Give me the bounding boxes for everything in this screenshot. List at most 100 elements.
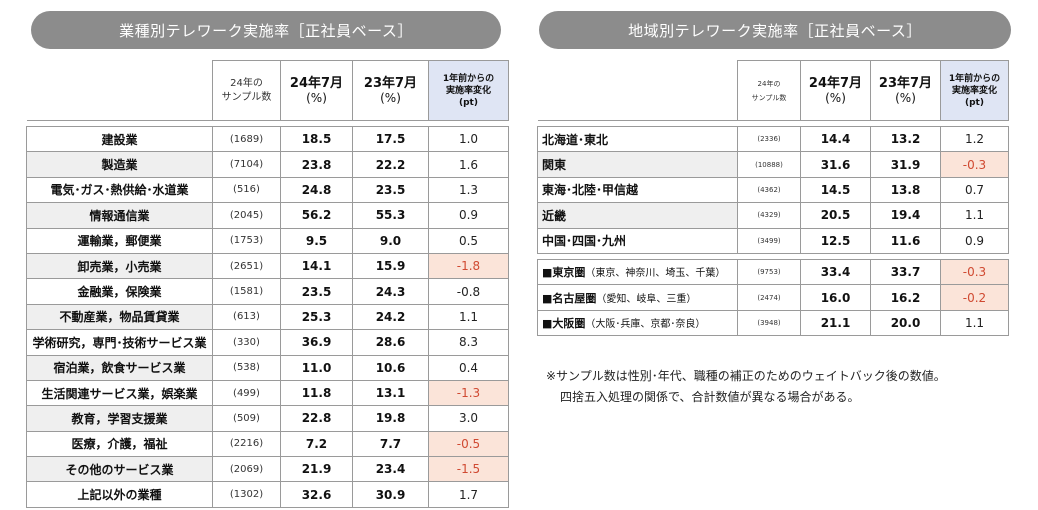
rate-2024-cell: 25.3 bbox=[280, 303, 353, 331]
rate-2023-cell: 19.8 bbox=[352, 405, 429, 432]
rate-2023-cell: 15.9 bbox=[352, 252, 429, 280]
rate-2024-cell: 31.6 bbox=[800, 151, 871, 178]
change-cell: -0.2 bbox=[940, 284, 1009, 311]
rate-2023-cell: 11.6 bbox=[870, 227, 941, 254]
industry-row-name: 製造業 bbox=[26, 151, 213, 178]
industry-row: 上記以外の業種 (1302) 32.6 30.9 1.7 bbox=[26, 481, 509, 508]
metro-row: ■名古屋圏（愛知、岐阜、三重） (2474) 16.0 16.2 -0.2 bbox=[537, 284, 1009, 311]
region-row: 中国･四国･九州 (3499) 12.5 11.6 0.9 bbox=[537, 227, 1009, 254]
sample-count-cell: (2045) bbox=[212, 202, 281, 229]
rate-2024-cell: 14.1 bbox=[280, 252, 353, 280]
rate-2024-cell: 7.2 bbox=[280, 430, 353, 458]
metro-name: ■東京圏 bbox=[542, 266, 586, 280]
change-cell: 0.4 bbox=[428, 354, 509, 381]
rate-2023-cell: 23.5 bbox=[352, 176, 429, 204]
header-2024-july: 24年7月 (%) bbox=[800, 60, 871, 121]
change-cell: 1.1 bbox=[940, 202, 1009, 229]
sample-count-cell: (1581) bbox=[212, 278, 281, 305]
rate-2023-cell: 20.0 bbox=[870, 309, 941, 337]
sample-count-cell: (330) bbox=[212, 329, 281, 356]
rate-2023-cell: 30.9 bbox=[352, 481, 429, 508]
change-cell: -0.5 bbox=[428, 430, 509, 458]
rate-2023-cell: 24.3 bbox=[352, 278, 429, 305]
sample-count-cell: (499) bbox=[212, 379, 281, 407]
metro-prefectures: （大阪･兵庫、京都･奈良） bbox=[585, 318, 706, 330]
rate-2024-cell: 11.0 bbox=[280, 354, 353, 381]
industry-row-name: 卸売業，小売業 bbox=[26, 252, 213, 280]
change-cell: 1.6 bbox=[428, 151, 509, 178]
industry-row-name: 不動産業，物品賃貸業 bbox=[26, 303, 213, 331]
header-sample-count: 24年の サンプル数 bbox=[212, 60, 281, 121]
sample-count-cell: (2069) bbox=[212, 456, 281, 483]
region-row-name: 東海･北陸･甲信越 bbox=[537, 176, 738, 204]
rate-2024-cell: 14.5 bbox=[800, 176, 871, 204]
sample-count-cell: (2651) bbox=[212, 252, 281, 280]
rate-2023-cell: 19.4 bbox=[870, 202, 941, 229]
change-cell: -0.3 bbox=[940, 151, 1009, 178]
rate-2023-cell: 16.2 bbox=[870, 284, 941, 311]
rate-2024-cell: 9.5 bbox=[280, 227, 353, 254]
footnote: ※サンプル数は性別･年代、職種の補正のためのウェイトバック後の数値。 四捨五入処… bbox=[546, 366, 946, 408]
change-cell: 1.3 bbox=[428, 176, 509, 204]
industry-row: 運輸業，郵便業 (1753) 9.5 9.0 0.5 bbox=[26, 227, 509, 254]
rate-2024-cell: 20.5 bbox=[800, 202, 871, 229]
sample-count-cell: (613) bbox=[212, 303, 281, 331]
metro-name: ■名古屋圏 bbox=[542, 291, 597, 305]
change-cell: 0.9 bbox=[428, 202, 509, 229]
sample-count-cell: (2336) bbox=[737, 125, 801, 153]
industry-row-name: 上記以外の業種 bbox=[26, 481, 213, 508]
metro-row-name: ■大阪圏（大阪･兵庫、京都･奈良） bbox=[537, 309, 738, 337]
industry-row-name: 金融業，保険業 bbox=[26, 278, 213, 305]
sample-count-cell: (538) bbox=[212, 354, 281, 381]
region-row-name: 中国･四国･九州 bbox=[537, 227, 738, 254]
industry-row-name: 宿泊業，飲食サービス業 bbox=[26, 354, 213, 381]
sample-count-cell: (516) bbox=[212, 176, 281, 204]
industry-row: その他のサービス業 (2069) 21.9 23.4 -1.5 bbox=[26, 456, 509, 483]
rate-2023-cell: 55.3 bbox=[352, 202, 429, 229]
rate-2024-cell: 24.8 bbox=[280, 176, 353, 204]
region-table: 24年の サンプル数 24年7月 (%) 23年7月 (%) 1年前からの 実施率変化(… bbox=[537, 60, 1009, 337]
rate-2023-cell: 33.7 bbox=[870, 258, 941, 286]
industry-row: 情報通信業 (2045) 56.2 55.3 0.9 bbox=[26, 202, 509, 229]
header-blank bbox=[537, 60, 738, 121]
header-blank bbox=[26, 60, 213, 121]
rate-2023-cell: 13.1 bbox=[352, 379, 429, 407]
industry-row-name: 教育，学習支援業 bbox=[26, 405, 213, 432]
rate-2023-cell: 28.6 bbox=[352, 329, 429, 356]
rate-2024-cell: 22.8 bbox=[280, 405, 353, 432]
industry-row: 製造業 (7104) 23.8 22.2 1.6 bbox=[26, 151, 509, 178]
rate-2023-cell: 24.2 bbox=[352, 303, 429, 331]
industry-row: 医療，介護，福祉 (2216) 7.2 7.7 -0.5 bbox=[26, 430, 509, 458]
right-section-title: 地域別テレワーク実施率［正社員ベース］ bbox=[539, 11, 1011, 49]
rate-2024-cell: 23.8 bbox=[280, 151, 353, 178]
industry-row: 電気･ガス･熱供給･水道業 (516) 24.8 23.5 1.3 bbox=[26, 176, 509, 204]
rate-2024-cell: 36.9 bbox=[280, 329, 353, 356]
rate-2024-cell: 12.5 bbox=[800, 227, 871, 254]
sample-count-cell: (2216) bbox=[212, 430, 281, 458]
sample-count-cell: (9753) bbox=[737, 258, 801, 286]
industry-row: 建設業 (1689) 18.5 17.5 1.0 bbox=[26, 125, 509, 153]
footnote-line-2: 四捨五入処理の関係で、合計数値が異なる場合がある。 bbox=[560, 390, 860, 404]
rate-2024-cell: 14.4 bbox=[800, 125, 871, 153]
industry-row: 不動産業，物品賃貸業 (613) 25.3 24.2 1.1 bbox=[26, 303, 509, 331]
metro-row-name: ■東京圏（東京、神奈川、埼玉、千葉） bbox=[537, 258, 738, 286]
industry-row-name: 建設業 bbox=[26, 125, 213, 153]
rate-2024-cell: 21.9 bbox=[280, 456, 353, 483]
sample-count-cell: (7104) bbox=[212, 151, 281, 178]
rate-2024-cell: 33.4 bbox=[800, 258, 871, 286]
sample-count-cell: (1689) bbox=[212, 125, 281, 153]
metro-prefectures: （東京、神奈川、埼玉、千葉） bbox=[585, 268, 726, 280]
rate-2023-cell: 9.0 bbox=[352, 227, 429, 254]
industry-row-name: 情報通信業 bbox=[26, 202, 213, 229]
rate-2023-cell: 10.6 bbox=[352, 354, 429, 381]
region-row: 関東 (10888) 31.6 31.9 -0.3 bbox=[537, 151, 1009, 178]
industry-row-name: 生活関連サービス業，娯楽業 bbox=[26, 379, 213, 407]
change-cell: -0.8 bbox=[428, 278, 509, 305]
sample-count-cell: (3948) bbox=[737, 309, 801, 337]
region-row-name: 近畿 bbox=[537, 202, 738, 229]
change-cell: 1.2 bbox=[940, 125, 1009, 153]
change-cell: 8.3 bbox=[428, 329, 509, 356]
header-yoy-change: 1年前からの 実施率変化 (pt) bbox=[428, 60, 509, 121]
header-2023-july: 23年7月 (%) bbox=[870, 60, 941, 121]
change-cell: 0.5 bbox=[428, 227, 509, 254]
